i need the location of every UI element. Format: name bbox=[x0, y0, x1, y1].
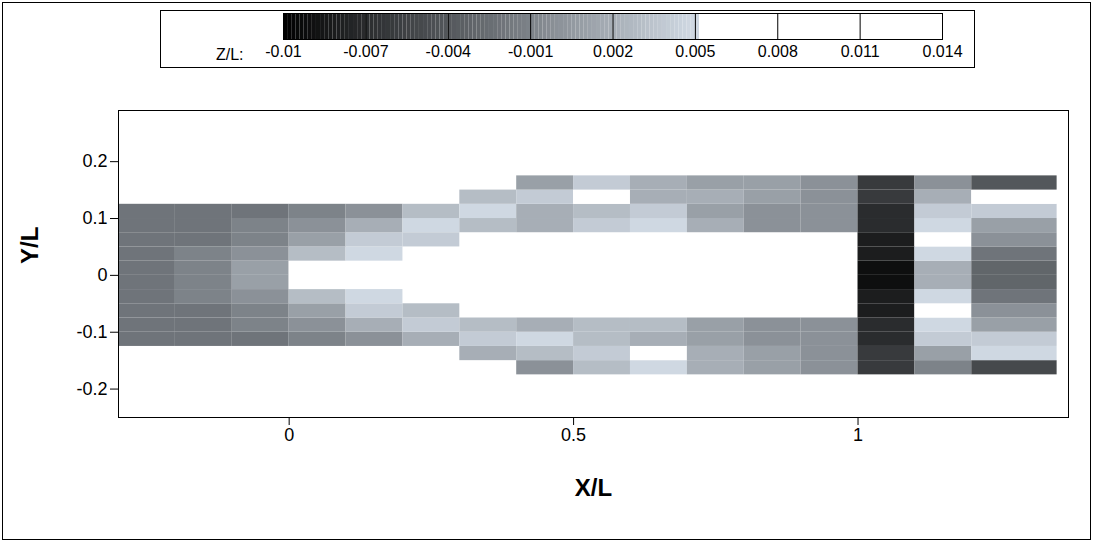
svg-text:0.002: 0.002 bbox=[593, 43, 633, 60]
svg-text:-0.004: -0.004 bbox=[426, 43, 471, 60]
svg-text:0.005: 0.005 bbox=[675, 43, 715, 60]
svg-text:0.2: 0.2 bbox=[82, 151, 107, 171]
svg-text:0.011: 0.011 bbox=[841, 43, 880, 60]
svg-text:Z/L:: Z/L: bbox=[216, 46, 244, 63]
svg-text:0.008: 0.008 bbox=[758, 43, 798, 60]
svg-text:0: 0 bbox=[284, 425, 294, 445]
svg-text:-0.001: -0.001 bbox=[508, 43, 553, 60]
svg-text:X/L: X/L bbox=[575, 474, 612, 501]
svg-text:Y/L: Y/L bbox=[16, 227, 43, 264]
svg-text:-0.007: -0.007 bbox=[343, 43, 388, 60]
svg-text:1: 1 bbox=[853, 425, 863, 445]
svg-text:0: 0 bbox=[97, 265, 107, 285]
svg-text:-0.01: -0.01 bbox=[265, 43, 302, 60]
svg-text:0.014: 0.014 bbox=[922, 43, 962, 60]
svg-text:0.5: 0.5 bbox=[561, 425, 586, 445]
svg-text:0.1: 0.1 bbox=[82, 208, 107, 228]
svg-text:-0.2: -0.2 bbox=[76, 379, 107, 399]
svg-text:-0.1: -0.1 bbox=[76, 322, 107, 342]
